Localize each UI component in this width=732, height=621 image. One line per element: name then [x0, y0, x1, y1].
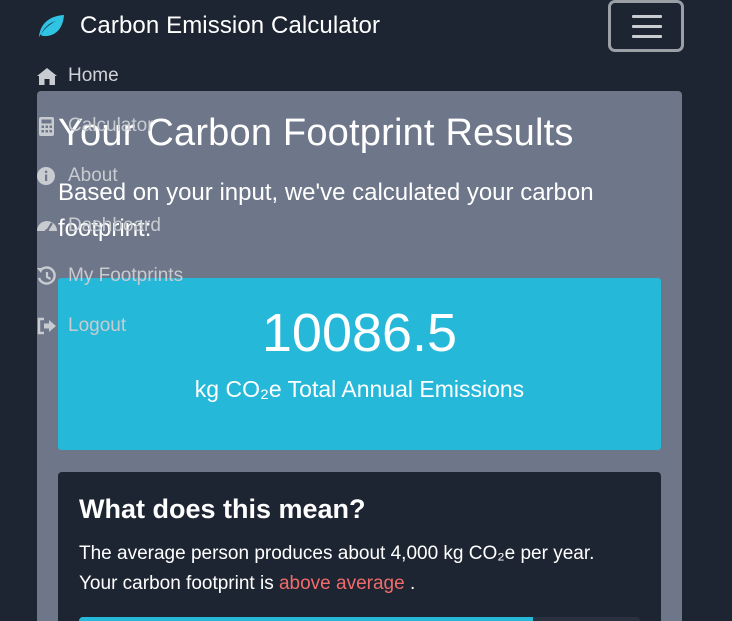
footprint-status-text: Your carbon footprint is above average .	[79, 569, 649, 599]
status-highlight: above average	[278, 573, 405, 594]
nav-item-dashboard[interactable]: Dashboard	[36, 206, 161, 246]
home-icon	[36, 65, 58, 87]
nav-item-label: Home	[68, 65, 119, 86]
navbar: Carbon Emission Calculator	[0, 0, 732, 56]
emissions-progress-fill	[79, 617, 534, 621]
nav-item-label: Logout	[68, 315, 127, 336]
emissions-progress-bar	[79, 617, 640, 621]
page-title: Your Carbon Footprint Results	[58, 112, 574, 154]
results-subtitle: Based on your input, we've calculated yo…	[58, 179, 594, 242]
meaning-text: The average person produces about 4,000 …	[79, 539, 649, 599]
nav-item-label: About	[68, 165, 118, 186]
logout-icon	[36, 315, 58, 337]
nav-item-label: Dashboard	[68, 215, 161, 236]
status-prefix: Your carbon footprint is	[79, 573, 274, 594]
leaf-icon	[36, 11, 66, 41]
nav-item-label: My Footprints	[68, 265, 184, 286]
brand-title: Carbon Emission Calculator	[80, 12, 381, 39]
meaning-title: What does this mean?	[79, 494, 366, 524]
nav-item-logout[interactable]: Logout	[36, 306, 126, 346]
status-suffix: .	[409, 573, 416, 594]
navbar-toggle-button[interactable]	[608, 0, 684, 52]
history-icon	[36, 265, 58, 287]
navbar-brand[interactable]: Carbon Emission Calculator	[36, 10, 380, 42]
total-emissions-value: 10086.5	[261, 303, 458, 363]
nav-item-my-footprints[interactable]: My Footprints	[36, 256, 183, 296]
nav-item-home[interactable]: Home	[36, 56, 119, 96]
meaning-card: What does this mean? The average person …	[58, 472, 661, 621]
total-emissions-box: 10086.5 kg CO₂e Total Annual Emissions	[58, 278, 661, 450]
nav-item-calculator[interactable]: Calculator	[36, 106, 154, 146]
total-emissions-label: kg CO₂e Total Annual Emissions	[194, 376, 525, 402]
average-comparison-text: The average person produces about 4,000 …	[79, 543, 595, 564]
calculator-icon	[36, 115, 58, 137]
nav-item-about[interactable]: About	[36, 156, 118, 196]
dashboard-icon	[36, 215, 58, 237]
nav-item-label: Calculator	[68, 115, 154, 136]
info-icon	[36, 165, 58, 187]
